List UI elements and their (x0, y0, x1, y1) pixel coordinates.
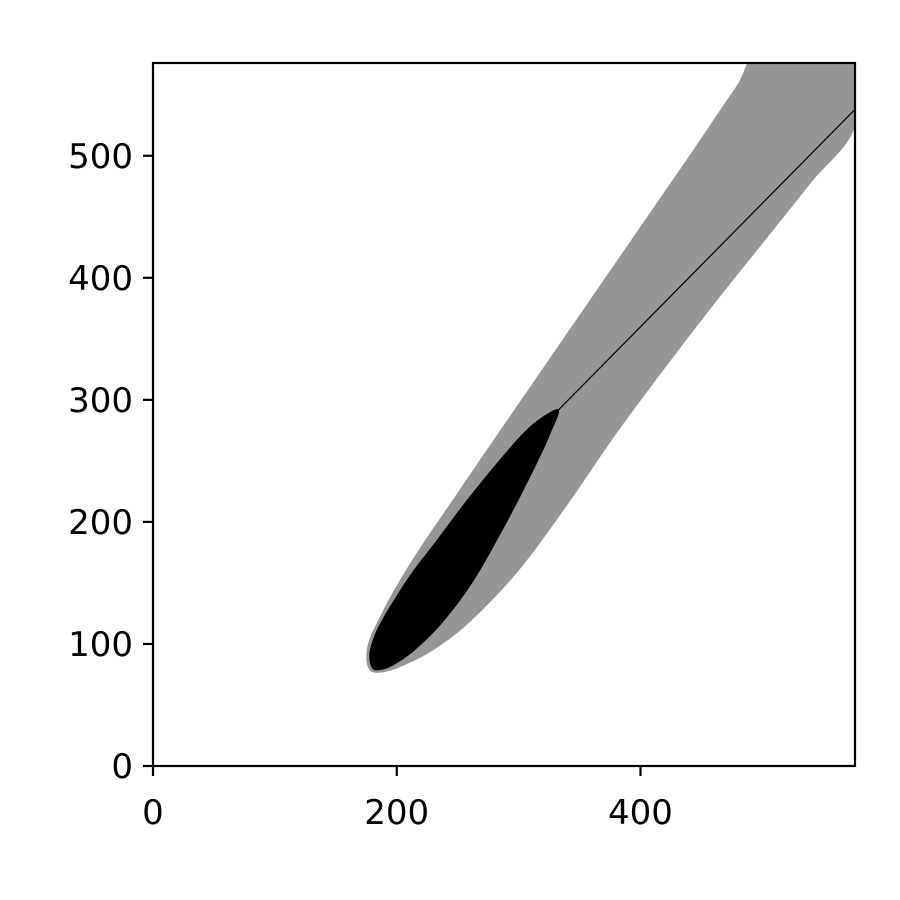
plot-area (366, 63, 855, 673)
plot-frame (151, 61, 857, 768)
y-tick-label: 300 (68, 381, 133, 421)
x-tick-label: 200 (364, 793, 429, 833)
y-tick-label: 400 (68, 259, 133, 299)
y-tick-label: 100 (68, 625, 133, 665)
x-tick-label: 400 (608, 793, 673, 833)
x-tick-label: 0 (142, 793, 164, 833)
y-tick-label: 200 (68, 503, 133, 543)
y-tick-label: 0 (111, 747, 133, 787)
axes: 0 200 400 0 100 200 300 400 500 (68, 61, 857, 833)
y-tick-label: 500 (68, 137, 133, 177)
inner-black-region (369, 409, 560, 671)
ridge-line (558, 108, 855, 411)
